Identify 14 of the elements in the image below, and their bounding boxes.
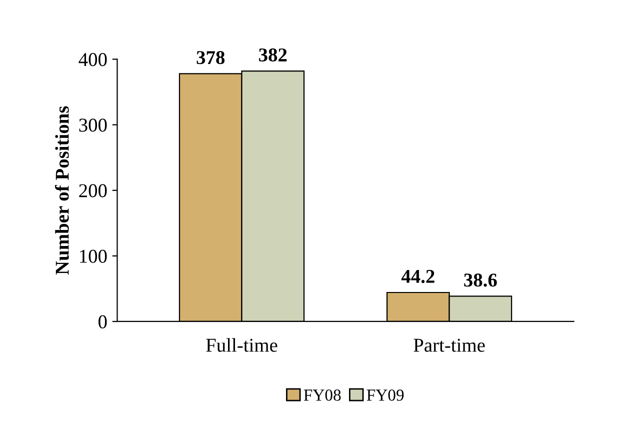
y-tick-label: 100 bbox=[80, 250, 107, 263]
x-tick-label: Part-time bbox=[414, 338, 485, 352]
y-tick-label: 400 bbox=[78, 53, 107, 66]
y-tick-label: 200 bbox=[79, 184, 107, 198]
data-label: 44.2 bbox=[401, 270, 434, 284]
data-label: 378 bbox=[196, 51, 225, 64]
x-tick-label: Full-time bbox=[206, 338, 278, 352]
y-tick-label: 300 bbox=[79, 118, 107, 132]
legend-label: FY09 bbox=[366, 390, 404, 401]
data-label: 382 bbox=[259, 48, 287, 62]
data-label: 38.6 bbox=[464, 274, 497, 287]
y-axis-title: Number of Positions bbox=[54, 106, 69, 275]
legend-label: FY08 bbox=[304, 390, 341, 401]
y-tick-label: 0 bbox=[98, 315, 107, 328]
